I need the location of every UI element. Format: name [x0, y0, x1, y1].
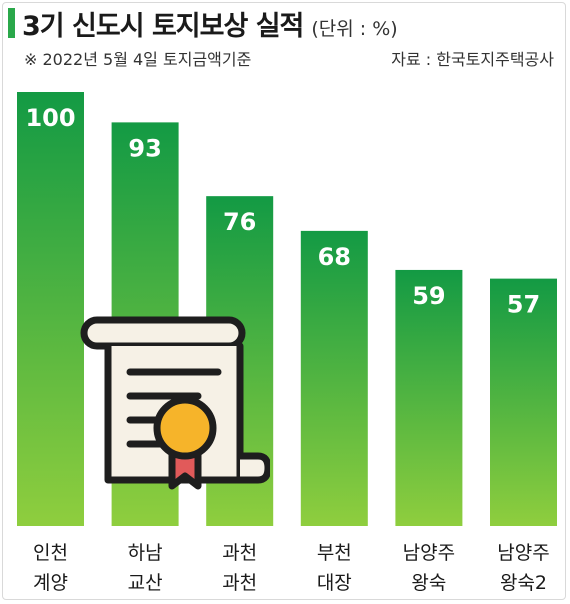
category-label-2-line-1: 과천: [222, 572, 257, 594]
bar-value-label-2: 76: [223, 208, 256, 236]
category-label-1-line-1: 교산: [128, 572, 163, 594]
bar-value-label-5: 57: [507, 291, 540, 319]
category-label-1-line-0: 하남: [128, 542, 163, 564]
chart-source: 자료 : 한국토지주택공사: [391, 50, 554, 69]
category-label-2-line-0: 과천: [222, 542, 257, 564]
bar-4: [395, 269, 463, 526]
category-label-0-line-1: 계양: [33, 572, 68, 594]
category-label-5-line-0: 남양주: [497, 542, 549, 564]
category-label-5-line-1: 왕숙2: [500, 572, 547, 594]
bar-value-label-0: 100: [25, 104, 75, 132]
category-label-0-line-0: 인천: [33, 542, 68, 564]
bar-value-label-3: 68: [318, 243, 351, 271]
title-accent-bar: [8, 8, 15, 38]
chart-frame: [2, 2, 566, 600]
bar-5: [490, 278, 557, 526]
chart-unit: (단위 : %): [311, 18, 398, 40]
category-label-4-line-1: 왕숙: [411, 572, 446, 594]
category-label-4-line-0: 남양주: [403, 542, 455, 564]
chart-title: 3기 신도시 토지보상 실적 (단위 : %): [22, 4, 398, 42]
category-label-3-line-0: 부천: [317, 542, 352, 564]
category-label-3-line-1: 대장: [317, 572, 352, 594]
bar-0: [17, 92, 84, 526]
certificate-icon: [80, 316, 270, 490]
chart-subtitle: ※ 2022년 5월 4일 토지금액기준: [24, 50, 252, 69]
bar-value-label-1: 93: [128, 134, 161, 162]
bar-3: [300, 230, 368, 526]
bar-value-label-4: 59: [412, 282, 445, 310]
chart-title-text: 3기 신도시 토지보상 실적: [22, 11, 304, 42]
